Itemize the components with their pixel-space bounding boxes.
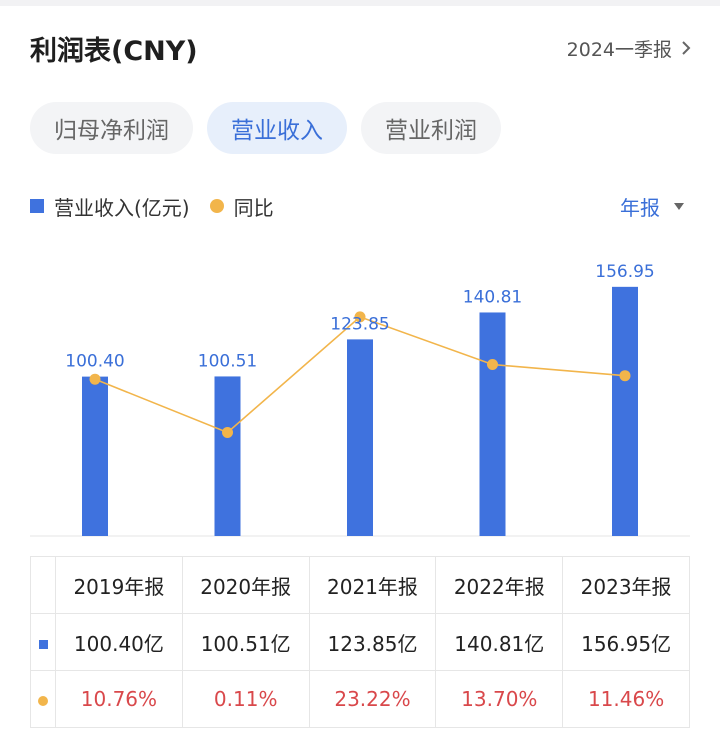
caret-down-icon [674,202,684,210]
bar-data-label: 156.95 [595,262,654,282]
chevron-right-icon [682,41,691,55]
table-cell: 140.81亿 [435,613,564,671]
bar-data-label: 100.51 [198,351,257,371]
table-cell: 156.95亿 [562,613,690,671]
yoy-point [354,311,366,323]
header: 利润表(CNY) 2024一季报 [30,28,692,68]
chart-legend: 营业收入(亿元) 同比 [30,192,274,221]
table-header-row: 2019年报 2020年报 2021年报 2022年报 2023年报 [30,556,690,614]
revenue-bar [347,339,373,536]
bar-data-label: 123.85 [330,314,389,334]
bar-legend-swatch [30,199,44,213]
tab-label: 归母净利润 [54,118,169,144]
line-legend-label: 同比 [233,195,274,220]
dot-marker-icon [38,696,48,706]
yoy-point [619,370,631,382]
table-header-cell: 2023年报 [562,556,690,614]
yoy-point [222,426,233,438]
table-header-cell: 2020年报 [181,556,310,614]
line-legend-swatch [209,199,224,213]
table-cell: 10.76% [55,670,183,728]
revenue-bar [82,376,108,536]
data-table: 2019年报 2020年报 2021年报 2022年报 2023年报 100.4… [30,556,690,728]
table-cell: 23.22% [308,670,437,728]
report-type-label: 年报 [620,195,660,220]
tab-operating-profit[interactable]: 营业利润 [361,102,501,154]
table-cell: 100.51亿 [181,613,310,671]
table-header-cell: 2021年报 [308,556,437,614]
revenue-chart: 100.40 100.51 123.85 140.81 156.95 [30,262,690,537]
tab-revenue[interactable]: 营业收入 [207,102,347,154]
tab-label: 营业收入 [231,118,323,144]
period-selector[interactable]: 2024一季报 [567,35,692,62]
table-row-revenue: 100.40亿 100.51亿 123.85亿 140.81亿 156.95亿 [30,613,690,671]
table-header-cell: 2022年报 [435,556,564,614]
report-type-dropdown[interactable]: 年报 [620,192,684,221]
bar-legend-label: 营业收入(亿元) [54,195,190,220]
yoy-point [89,373,101,385]
table-header-cell: 2019年报 [55,556,183,614]
top-divider [0,0,720,6]
table-cell: 13.70% [435,670,564,728]
metric-tabs: 归母净利润 营业收入 营业利润 [30,102,501,154]
revenue-bar [214,376,241,536]
revenue-bar [612,286,638,536]
revenue-row-marker [30,613,56,671]
tab-net-profit[interactable]: 归母净利润 [30,102,193,154]
page-title: 利润表(CNY) [30,35,198,67]
table-row-yoy: 10.76% 0.11% 23.22% 13.70% 11.46% [30,670,690,728]
bar-data-label: 140.81 [463,287,522,307]
table-cell: 0.11% [181,670,310,728]
period-label: 2024一季报 [566,38,672,61]
square-marker-icon [38,640,48,649]
table-corner [30,556,56,614]
bar-data-label: 100.40 [65,352,124,372]
yoy-point [487,359,498,370]
tab-label: 营业利润 [385,118,477,144]
revenue-bar [479,312,506,536]
legend-row: 营业收入(亿元) 同比 年报 [30,190,684,222]
table-cell: 11.46% [562,670,690,728]
table-cell: 100.40亿 [55,613,183,671]
table-cell: 123.85亿 [308,613,437,671]
yoy-row-marker [30,670,56,728]
